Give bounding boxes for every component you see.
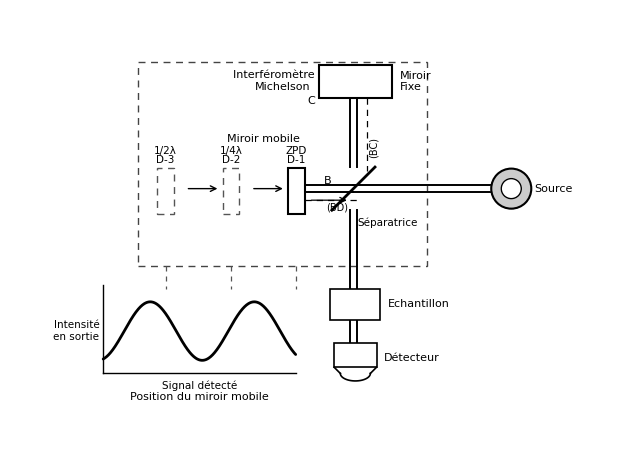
Bar	[222, 168, 239, 214]
Text: Interféromètre de
Michelson: Interféromètre de Michelson	[232, 70, 332, 92]
Bar	[334, 343, 377, 367]
Text: Séparatrice: Séparatrice	[357, 218, 418, 229]
Text: D-2: D-2	[222, 155, 240, 165]
Text: D-3: D-3	[156, 155, 175, 165]
Bar	[288, 168, 305, 214]
Text: C: C	[307, 96, 315, 106]
Bar	[330, 289, 381, 320]
Text: B: B	[324, 176, 332, 186]
Text: Miroir mobile: Miroir mobile	[227, 134, 300, 144]
Text: ZPD: ZPD	[286, 146, 307, 156]
Text: (BC): (BC)	[369, 136, 379, 158]
Text: Signal détecté: Signal détecté	[162, 380, 237, 391]
Text: Position du miroir mobile: Position du miroir mobile	[130, 392, 269, 401]
Text: Détecteur: Détecteur	[384, 353, 440, 363]
Circle shape	[501, 179, 521, 198]
Bar	[319, 66, 392, 98]
Text: Intensité
en sortie: Intensité en sortie	[53, 320, 99, 342]
Text: Miroir
Fixe: Miroir Fixe	[399, 71, 431, 92]
Text: A: A	[505, 182, 513, 192]
Text: 1/2λ: 1/2λ	[154, 146, 177, 156]
Text: Echantillon: Echantillon	[388, 299, 450, 309]
Bar	[138, 62, 426, 266]
Text: Source: Source	[534, 184, 573, 194]
Text: 1/4λ: 1/4λ	[220, 146, 242, 156]
Text: D-1: D-1	[287, 155, 306, 165]
Circle shape	[491, 169, 531, 209]
Bar	[157, 168, 174, 214]
Text: (BD): (BD)	[326, 202, 348, 212]
